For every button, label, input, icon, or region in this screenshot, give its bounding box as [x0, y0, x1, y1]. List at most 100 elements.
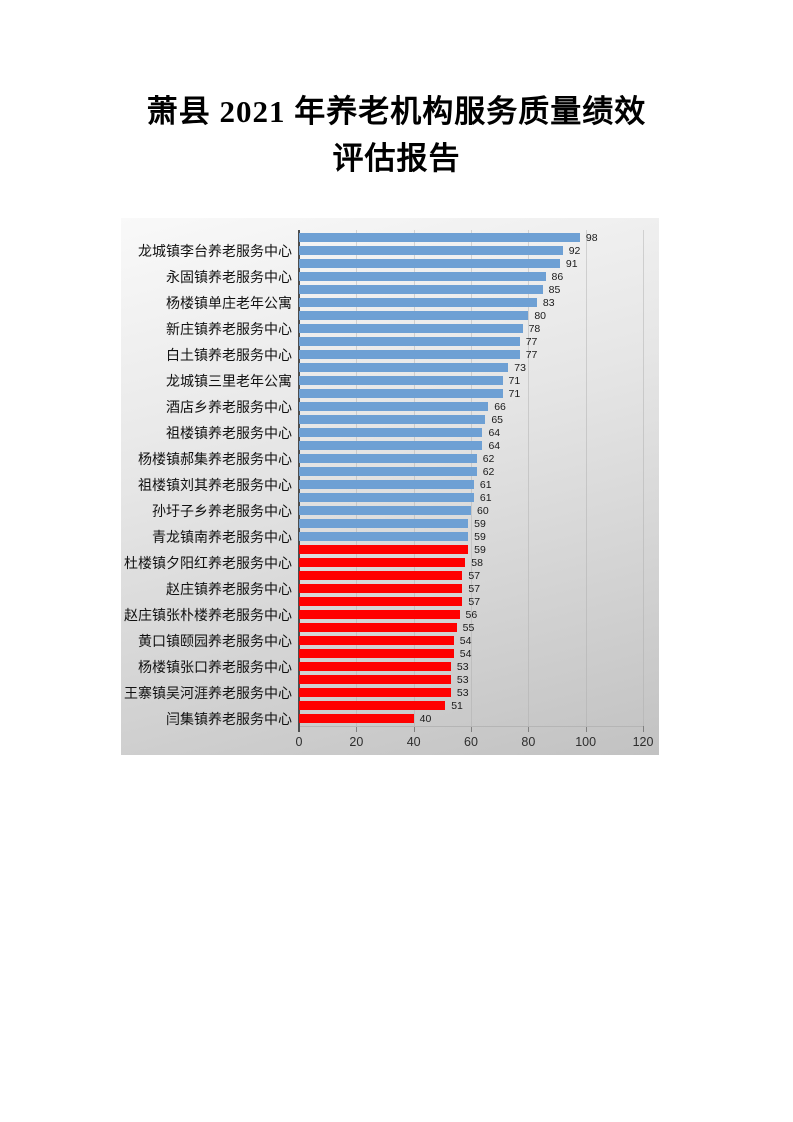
- bar-value-label: 53: [456, 660, 469, 673]
- bar-value-label: 59: [474, 517, 486, 530]
- bar-value-label: 66: [494, 400, 506, 413]
- bar: [299, 571, 463, 580]
- bar: [299, 467, 477, 476]
- category-label: 新庄镇养老服务中心: [166, 322, 292, 338]
- bar-value-label: 54: [459, 634, 472, 647]
- category-label: 永固镇养老服务中心: [166, 270, 292, 286]
- bar-value-label: 71: [508, 387, 521, 400]
- bar: [299, 324, 523, 333]
- bar: [299, 389, 503, 398]
- bar: [299, 337, 520, 346]
- category-label: 杨楼镇张口养老服务中心: [138, 660, 292, 676]
- category-label: 青龙镇南养老服务中心: [152, 530, 292, 546]
- bar-value-label: 62: [482, 465, 495, 478]
- bar-value-label: 64: [488, 439, 501, 452]
- bar-value-label: 61: [479, 491, 492, 504]
- x-tick-label-20: 20: [349, 735, 364, 749]
- bar-chart: 0 20 40 60 80 100 120 98 92 91 86 85 83 80 78 77 77 73 71 7…: [121, 218, 659, 755]
- bar: [299, 363, 509, 372]
- bar-value-label: 51: [451, 699, 463, 712]
- tick-mark-120: [643, 726, 644, 732]
- category-label: 黄口镇颐园养老服务中心: [138, 634, 292, 650]
- bar: [299, 714, 414, 723]
- tick-mark-20: [356, 726, 358, 732]
- tick-mark-60: [471, 726, 472, 732]
- x-tick-label-100: 100: [575, 735, 597, 749]
- bar: [299, 519, 469, 528]
- x-tick-label-0: 0: [295, 735, 303, 749]
- category-label: 赵庄镇张朴楼养老服务中心: [124, 608, 292, 624]
- bar-value-label: 86: [551, 270, 564, 283]
- bar: [299, 584, 463, 593]
- tick-mark-80: [528, 726, 530, 732]
- bar-value-label: 80: [534, 309, 547, 322]
- bar: [299, 428, 483, 437]
- bar: [299, 532, 469, 541]
- bar-value-label: 64: [488, 426, 501, 439]
- x-tick-label-80: 80: [521, 735, 536, 749]
- bar-value-label: 59: [474, 543, 486, 556]
- bar: [299, 233, 580, 242]
- bar-value-label: 73: [514, 361, 526, 374]
- bar: [299, 610, 460, 619]
- bar: [299, 597, 463, 606]
- value-axis-baseline: [299, 726, 643, 727]
- bar: [299, 246, 563, 255]
- bar-value-label: 83: [542, 296, 555, 309]
- gridline-100: [585, 230, 587, 726]
- bar-value-label: 77: [525, 348, 538, 361]
- bar-value-label: 55: [462, 621, 475, 634]
- page-title-line-1: 萧县 2021 年养老机构服务质量绩效: [146, 94, 647, 129]
- x-tick-label-40: 40: [406, 735, 421, 749]
- bar-value-label: 57: [468, 582, 481, 595]
- bar: [299, 480, 474, 489]
- bar-value-label: 58: [471, 556, 483, 569]
- bar: [299, 662, 451, 671]
- gridline-60: [471, 230, 472, 726]
- bar-value-label: 56: [465, 608, 478, 621]
- bar: [299, 623, 457, 632]
- bar-value-label: 40: [419, 712, 432, 725]
- bar: [299, 493, 474, 502]
- category-label: 祖楼镇养老服务中心: [166, 426, 292, 442]
- gridline-40: [413, 230, 415, 726]
- bar-value-label: 77: [525, 335, 538, 348]
- tick-mark-40: [413, 726, 415, 732]
- category-label: 白土镇养老服务中心: [166, 348, 292, 364]
- bar-value-label: 59: [474, 530, 486, 543]
- gridline-20: [356, 230, 358, 726]
- bar-value-label: 85: [548, 283, 561, 296]
- bar: [299, 675, 451, 684]
- bar-value-label: 71: [508, 374, 521, 387]
- category-label: 祖楼镇刘其养老服务中心: [138, 478, 292, 494]
- bar: [299, 311, 529, 320]
- bar: [299, 454, 477, 463]
- category-label: 王寨镇吴河涯养老服务中心: [124, 686, 292, 702]
- bar-value-label: 53: [456, 686, 469, 699]
- bar: [299, 441, 483, 450]
- x-tick-label-60: 60: [464, 735, 478, 749]
- category-label: 酒店乡养老服务中心: [166, 400, 292, 416]
- bar: [299, 376, 503, 385]
- bar: [299, 272, 546, 281]
- bar-value-label: 53: [456, 673, 469, 686]
- bar-value-label: 61: [479, 478, 492, 491]
- bar: [299, 415, 486, 424]
- gridline-120: [643, 230, 644, 726]
- bar: [299, 701, 446, 710]
- page-title-line-2: 评估报告: [332, 141, 461, 176]
- page-title: 萧县 2021 年养老机构服务质量绩效 评估报告: [0, 88, 793, 182]
- bar: [299, 649, 454, 658]
- bar: [299, 636, 454, 645]
- category-label: 杨楼镇郝集养老服务中心: [138, 452, 292, 468]
- tick-mark-100: [585, 726, 587, 732]
- category-label: 赵庄镇养老服务中心: [166, 582, 292, 598]
- bar-value-label: 62: [482, 452, 495, 465]
- bar-value-label: 57: [468, 569, 481, 582]
- category-label: 杜楼镇夕阳红养老服务中心: [124, 556, 292, 572]
- bar: [299, 259, 560, 268]
- bar: [299, 506, 471, 515]
- bar: [299, 558, 466, 567]
- gridline-80: [528, 230, 530, 726]
